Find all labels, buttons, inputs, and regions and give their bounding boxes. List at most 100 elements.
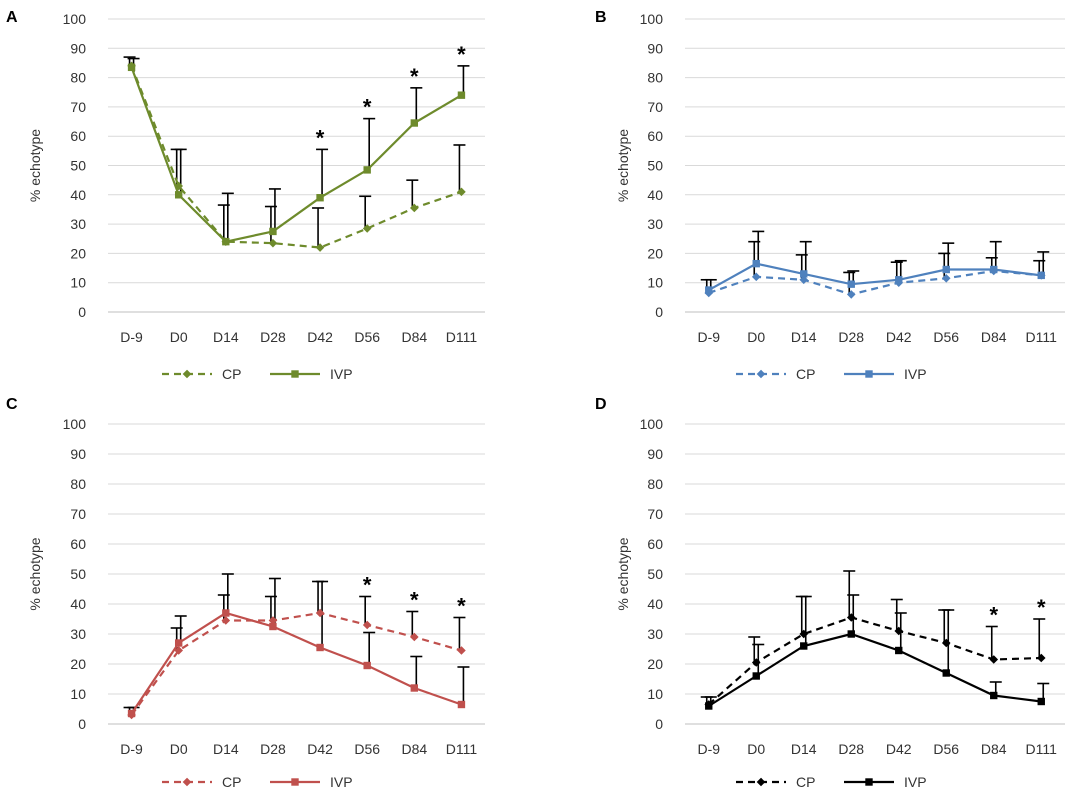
data-point-cp bbox=[799, 275, 809, 285]
y-tick-label: 10 bbox=[647, 686, 663, 702]
y-tick-label: 70 bbox=[70, 506, 86, 522]
x-tick-label: D84 bbox=[401, 741, 427, 757]
x-tick-label: D56 bbox=[354, 741, 380, 757]
data-point-ivp bbox=[1037, 697, 1045, 706]
data-point-cp bbox=[457, 187, 466, 197]
legend-marker-cp bbox=[756, 369, 766, 379]
y-axis-label: % echotype bbox=[615, 129, 631, 202]
legend-label-ivp: IVP bbox=[904, 774, 927, 790]
y-tick-label: 0 bbox=[655, 304, 663, 320]
y-tick-label: 30 bbox=[647, 626, 663, 642]
data-point-cp bbox=[221, 616, 231, 625]
x-tick-label: D42 bbox=[886, 741, 912, 757]
y-tick-label: 80 bbox=[647, 70, 663, 86]
y-tick-label: 90 bbox=[70, 446, 86, 462]
data-point-ivp bbox=[222, 237, 230, 246]
data-point-ivp bbox=[847, 280, 855, 288]
significance-star: * bbox=[989, 603, 998, 628]
data-point-ivp bbox=[705, 286, 713, 294]
x-tick-label: D0 bbox=[170, 329, 188, 345]
x-tick-label: D14 bbox=[213, 329, 239, 345]
x-tick-label: D28 bbox=[260, 329, 286, 345]
data-point-ivp bbox=[752, 259, 760, 268]
x-tick-label: D-9 bbox=[120, 741, 143, 757]
y-tick-label: 0 bbox=[78, 716, 86, 732]
y-tick-label: 50 bbox=[70, 566, 86, 582]
legend-marker-ivp bbox=[865, 778, 873, 786]
x-tick-label: D0 bbox=[747, 329, 765, 345]
data-point-ivp bbox=[174, 191, 183, 199]
y-tick-label: 60 bbox=[647, 128, 663, 144]
data-point-ivp bbox=[316, 643, 324, 652]
series-line-ivp bbox=[708, 632, 1042, 707]
legend: CP IVP bbox=[736, 774, 927, 790]
x-tick-label: D-9 bbox=[697, 741, 720, 757]
legend-label-ivp: IVP bbox=[330, 774, 353, 790]
y-tick-label: 90 bbox=[70, 40, 86, 56]
legend-marker-cp bbox=[182, 369, 192, 379]
x-tick-label: D42 bbox=[307, 741, 333, 757]
legend: CP IVP bbox=[736, 366, 927, 382]
data-point-ivp bbox=[990, 265, 998, 274]
y-tick-label: 20 bbox=[70, 245, 86, 261]
y-tick-label: 50 bbox=[70, 158, 86, 174]
data-point-ivp bbox=[990, 691, 998, 700]
y-tick-label: 0 bbox=[655, 716, 663, 732]
y-tick-label: 10 bbox=[70, 686, 86, 702]
x-tick-label: D14 bbox=[791, 329, 817, 345]
y-tick-label: 30 bbox=[647, 216, 663, 232]
data-point-cp bbox=[315, 243, 325, 252]
data-point-ivp bbox=[269, 622, 277, 631]
x-tick-label: D0 bbox=[747, 741, 765, 757]
legend-marker-cp bbox=[182, 777, 192, 787]
x-tick-label: D28 bbox=[838, 741, 864, 757]
data-point-ivp bbox=[410, 684, 419, 692]
x-tick-label: D-9 bbox=[697, 329, 720, 345]
x-tick-label: D111 bbox=[446, 741, 478, 757]
x-tick-label: D84 bbox=[981, 329, 1007, 345]
x-tick-label: D111 bbox=[446, 329, 478, 345]
x-tick-label: D28 bbox=[838, 329, 864, 345]
significance-star: * bbox=[457, 594, 466, 619]
panel-letter: B bbox=[595, 9, 607, 26]
series-line-cp bbox=[708, 269, 1042, 296]
x-tick-label: D0 bbox=[170, 741, 188, 757]
data-point-ivp bbox=[942, 669, 950, 677]
data-point-ivp bbox=[895, 276, 903, 284]
y-tick-label: 50 bbox=[647, 158, 663, 174]
legend-marker-ivp bbox=[865, 370, 873, 378]
data-point-cp bbox=[1036, 653, 1046, 663]
series-line-cp bbox=[130, 611, 462, 716]
legend-label-cp: CP bbox=[222, 366, 241, 382]
y-tick-label: 90 bbox=[647, 446, 663, 462]
significance-star: * bbox=[316, 125, 325, 150]
x-tick-label: D14 bbox=[791, 741, 817, 757]
y-tick-label: 40 bbox=[70, 596, 86, 612]
panel-letter: C bbox=[6, 396, 18, 413]
data-point-ivp bbox=[800, 270, 808, 278]
x-tick-label: D14 bbox=[213, 741, 239, 757]
panel-letter: A bbox=[6, 9, 18, 26]
panel-a: A 0 10 20 30 40 50 60 70 80 90 100 D-9 D0 D14 D28 D42 D56… bbox=[6, 9, 485, 382]
series-line-ivp bbox=[130, 66, 462, 243]
data-point-ivp bbox=[942, 265, 950, 274]
data-point-cp bbox=[751, 272, 761, 282]
y-tick-label: 40 bbox=[70, 187, 86, 203]
y-tick-label: 60 bbox=[70, 128, 86, 144]
data-point-cp bbox=[362, 224, 372, 233]
series-line-cp bbox=[708, 616, 1042, 706]
y-tick-label: 80 bbox=[70, 476, 86, 492]
y-axis-label: % echotype bbox=[27, 129, 43, 202]
data-point-ivp bbox=[895, 646, 903, 655]
data-point-ivp bbox=[127, 63, 136, 72]
significance-star: * bbox=[410, 64, 419, 89]
y-tick-label: 40 bbox=[647, 187, 663, 203]
y-tick-label: 30 bbox=[70, 626, 86, 642]
data-point-cp bbox=[362, 620, 372, 630]
data-point-ivp bbox=[363, 166, 371, 174]
y-tick-label: 80 bbox=[70, 70, 86, 86]
significance-star: * bbox=[363, 573, 372, 598]
